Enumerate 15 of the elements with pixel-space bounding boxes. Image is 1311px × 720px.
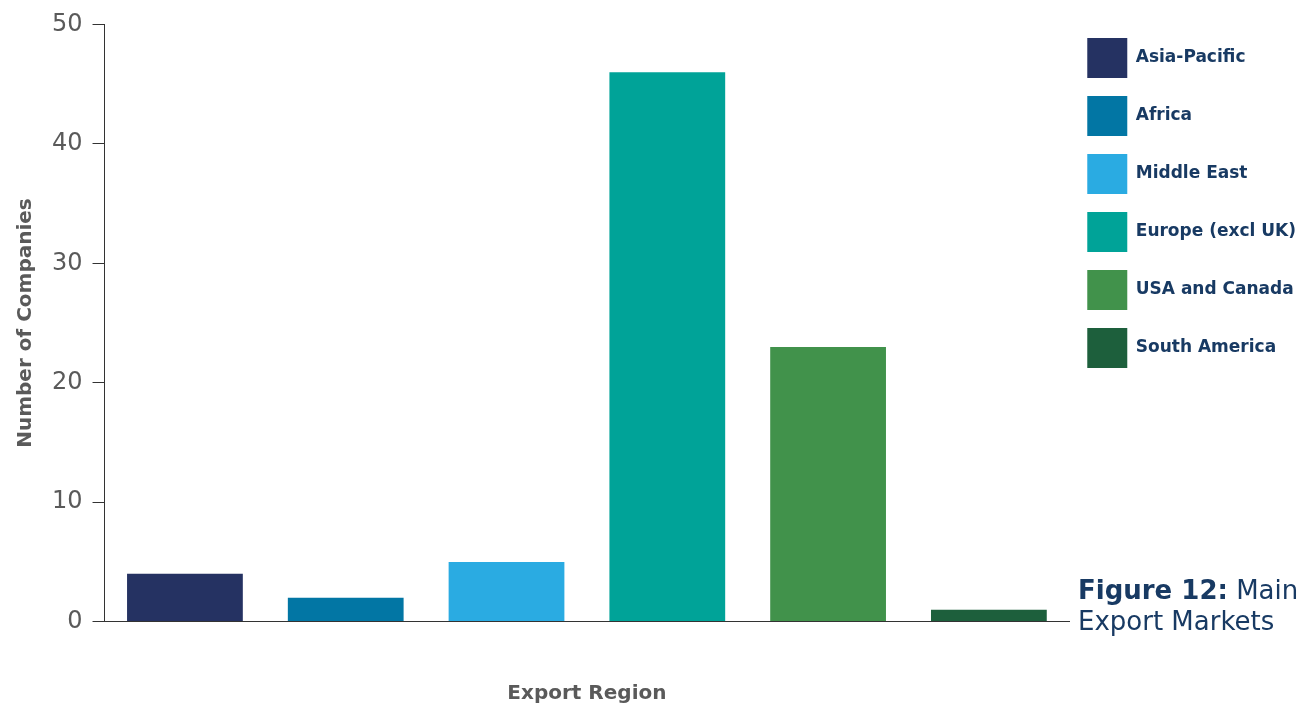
y-tick-label: 0 xyxy=(67,605,83,634)
y-tick-label: 50 xyxy=(51,8,83,37)
y-tick-label: 40 xyxy=(51,128,83,157)
legend-label: Africa xyxy=(1135,104,1193,125)
legend-label: Middle East xyxy=(1135,162,1248,183)
y-tick-label: 10 xyxy=(51,486,83,515)
legend-label: USA and Canada xyxy=(1135,278,1294,299)
legend-label: Asia-Pacific xyxy=(1135,46,1246,67)
y-axis-title: Number of Companies xyxy=(12,198,37,448)
legend-label: South America xyxy=(1135,336,1277,357)
legend-label: Europe (excl UK) xyxy=(1135,220,1296,241)
text: Figure 12: Main Export Markets xyxy=(1078,575,1300,637)
y-tick-label: 20 xyxy=(51,366,83,395)
x-axis-title: Export Region xyxy=(507,680,667,705)
y-tick-label: 30 xyxy=(51,247,83,276)
